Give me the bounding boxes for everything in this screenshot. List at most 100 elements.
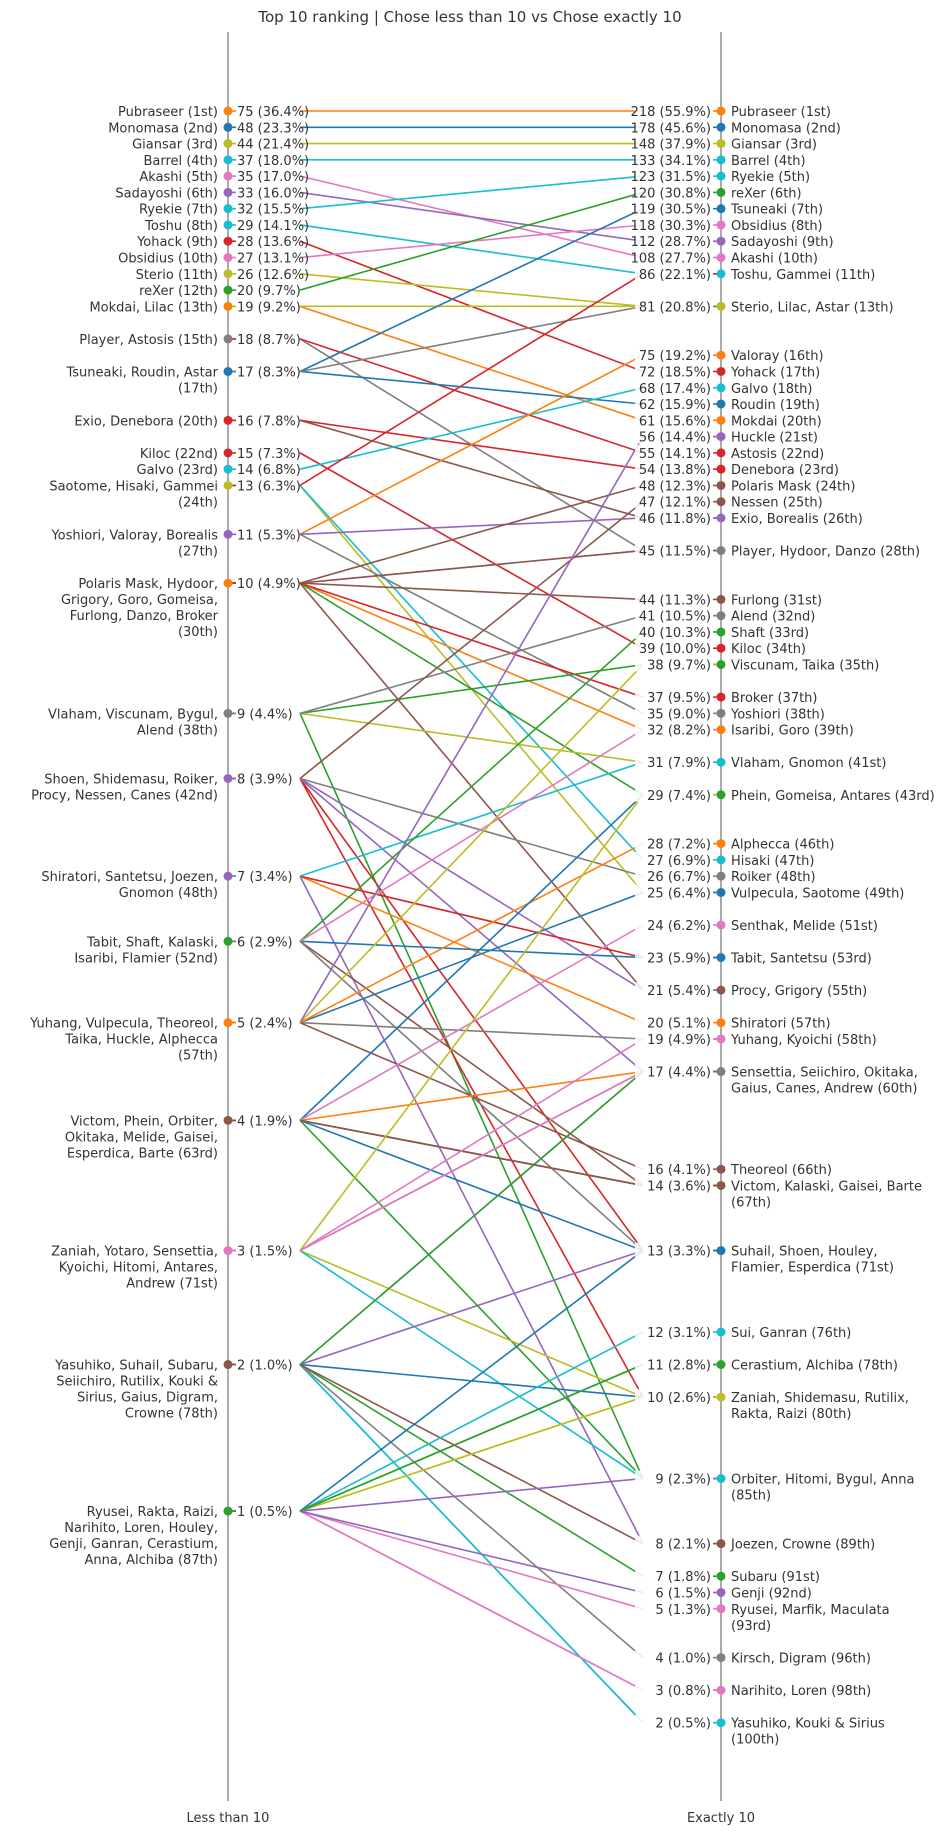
right-point xyxy=(716,513,726,523)
left-value-label: 10 (4.9%) xyxy=(237,577,301,592)
left-value-label: 2 (1.0%) xyxy=(237,1359,293,1374)
right-value-label: 7 (1.8%) xyxy=(655,1570,711,1585)
right-value-label: 5 (1.3%) xyxy=(655,1603,711,1618)
connection-line xyxy=(299,778,644,1252)
right-point xyxy=(716,269,726,279)
value-label-bg xyxy=(635,1242,713,1258)
value-label-bg xyxy=(635,1600,713,1616)
right-name-label: Suhail, Shoen, Houley, xyxy=(731,1245,878,1260)
right-value-label: 11 (2.8%) xyxy=(647,1359,711,1374)
value-label-bg xyxy=(635,1014,713,1030)
right-name-label: Kiloc (34th) xyxy=(731,642,806,657)
connection-line xyxy=(299,191,644,291)
right-point xyxy=(716,155,726,165)
value-label-bg xyxy=(635,1649,713,1665)
value-label-bg xyxy=(635,1535,713,1551)
left-name-label: Toshu (8th) xyxy=(144,219,218,234)
left-name-label: Obsidius (10th) xyxy=(118,252,218,267)
left-name-label: Grigory, Goro, Gomeisa, xyxy=(61,593,218,608)
right-value-label: 62 (15.9%) xyxy=(639,398,711,413)
right-name-label: Senthak, Melide (51st) xyxy=(731,919,878,934)
left-value-label: 33 (16.0%) xyxy=(237,186,309,201)
connection-line xyxy=(299,1119,644,1252)
value-label-bg xyxy=(635,868,713,884)
left-name-label: Kyoichi, Hitomi, Antares, xyxy=(59,1261,218,1276)
connection-line xyxy=(299,1249,644,1366)
connection-line xyxy=(299,777,644,1073)
value-label-bg xyxy=(635,851,713,867)
left-point xyxy=(223,1115,233,1125)
right-value-label: 40 (10.3%) xyxy=(639,626,711,641)
left-value-label: 5 (2.4%) xyxy=(237,1017,293,1032)
left-value-label: 29 (14.1%) xyxy=(237,219,309,234)
connection-line xyxy=(299,305,644,422)
right-point xyxy=(716,1246,726,1256)
left-value-label: 26 (12.6%) xyxy=(237,268,309,283)
left-name-label: Seiichiro, Rutilix, Kouki & xyxy=(56,1375,218,1390)
right-point xyxy=(716,122,726,132)
right-value-label: 32 (8.2%) xyxy=(647,724,711,739)
connection-line xyxy=(299,842,644,1024)
left-name-label: Barrel (4th) xyxy=(143,154,218,169)
right-point xyxy=(716,464,726,474)
right-name-label: Yuhang, Kyoichi (58th) xyxy=(730,1033,877,1048)
left-value-label: 44 (21.4%) xyxy=(237,138,309,153)
connection-line xyxy=(299,370,644,405)
value-label-bg xyxy=(635,233,713,249)
right-name-label: (100th) xyxy=(731,1733,779,1748)
right-name-label: Subaru (91st) xyxy=(731,1570,820,1585)
left-name-label: Anna, Alchiba (87th) xyxy=(85,1553,218,1568)
left-value-label: 15 (7.3%) xyxy=(237,447,301,462)
right-name-label: Sadayoshi (9th) xyxy=(731,235,834,250)
left-point xyxy=(223,1246,233,1256)
right-value-label: 24 (6.2%) xyxy=(647,919,711,934)
right-point xyxy=(716,480,726,490)
right-name-label: (85th) xyxy=(731,1489,771,1504)
right-point xyxy=(716,253,726,263)
right-point xyxy=(716,1718,726,1728)
right-name-label: Sterio, Lilac, Astar (13th) xyxy=(731,300,894,315)
value-label-bg xyxy=(635,216,713,232)
right-point xyxy=(716,204,726,214)
value-label-bg xyxy=(635,347,713,363)
value-label-bg xyxy=(236,119,298,135)
right-name-label: Procy, Grigory (55th) xyxy=(731,984,867,999)
left-name-label: (57th) xyxy=(178,1049,218,1064)
connection-line xyxy=(299,1021,644,1040)
left-point xyxy=(223,578,233,588)
value-label-bg xyxy=(635,1161,713,1177)
left-point xyxy=(223,464,233,474)
left-name-label: Pubraseer (1st) xyxy=(118,105,218,120)
connection-line xyxy=(299,940,644,1187)
value-label-bg xyxy=(635,461,713,477)
value-label-bg xyxy=(635,396,713,412)
right-point xyxy=(716,708,726,718)
connection-line xyxy=(299,175,644,210)
connection-line xyxy=(299,501,644,780)
value-label-bg xyxy=(635,1389,713,1405)
left-point xyxy=(223,253,233,263)
left-point xyxy=(223,773,233,783)
right-point xyxy=(716,383,726,393)
left-name-label: Alend (38th) xyxy=(137,723,218,738)
right-name-label: Rakta, Raizi (80th) xyxy=(731,1407,852,1422)
right-name-label: Isaribi, Goro (39th) xyxy=(731,724,854,739)
left-name-label: Yoshiori, Valoray, Borealis xyxy=(50,528,218,543)
connection-line xyxy=(299,1119,644,1187)
value-label-bg xyxy=(635,103,713,118)
right-name-label: Nessen (25th) xyxy=(731,496,823,511)
value-label-bg xyxy=(635,1470,713,1486)
right-point xyxy=(716,1164,726,1174)
left-value-label: 14 (6.8%) xyxy=(237,463,301,478)
value-label-bg xyxy=(635,917,713,932)
left-value-label: 48 (23.3%) xyxy=(237,121,309,136)
right-value-label: 13 (3.3%) xyxy=(647,1245,711,1260)
value-label-bg xyxy=(635,1714,713,1730)
left-point xyxy=(223,236,233,246)
value-label-bg xyxy=(236,265,298,281)
right-name-label: Roiker (48th) xyxy=(731,870,816,885)
left-name-label: Victom, Phein, Orbiter, xyxy=(70,1114,218,1129)
left-point xyxy=(223,529,233,539)
right-name-label: Galvo (18th) xyxy=(731,382,812,397)
value-label-bg xyxy=(635,477,713,493)
